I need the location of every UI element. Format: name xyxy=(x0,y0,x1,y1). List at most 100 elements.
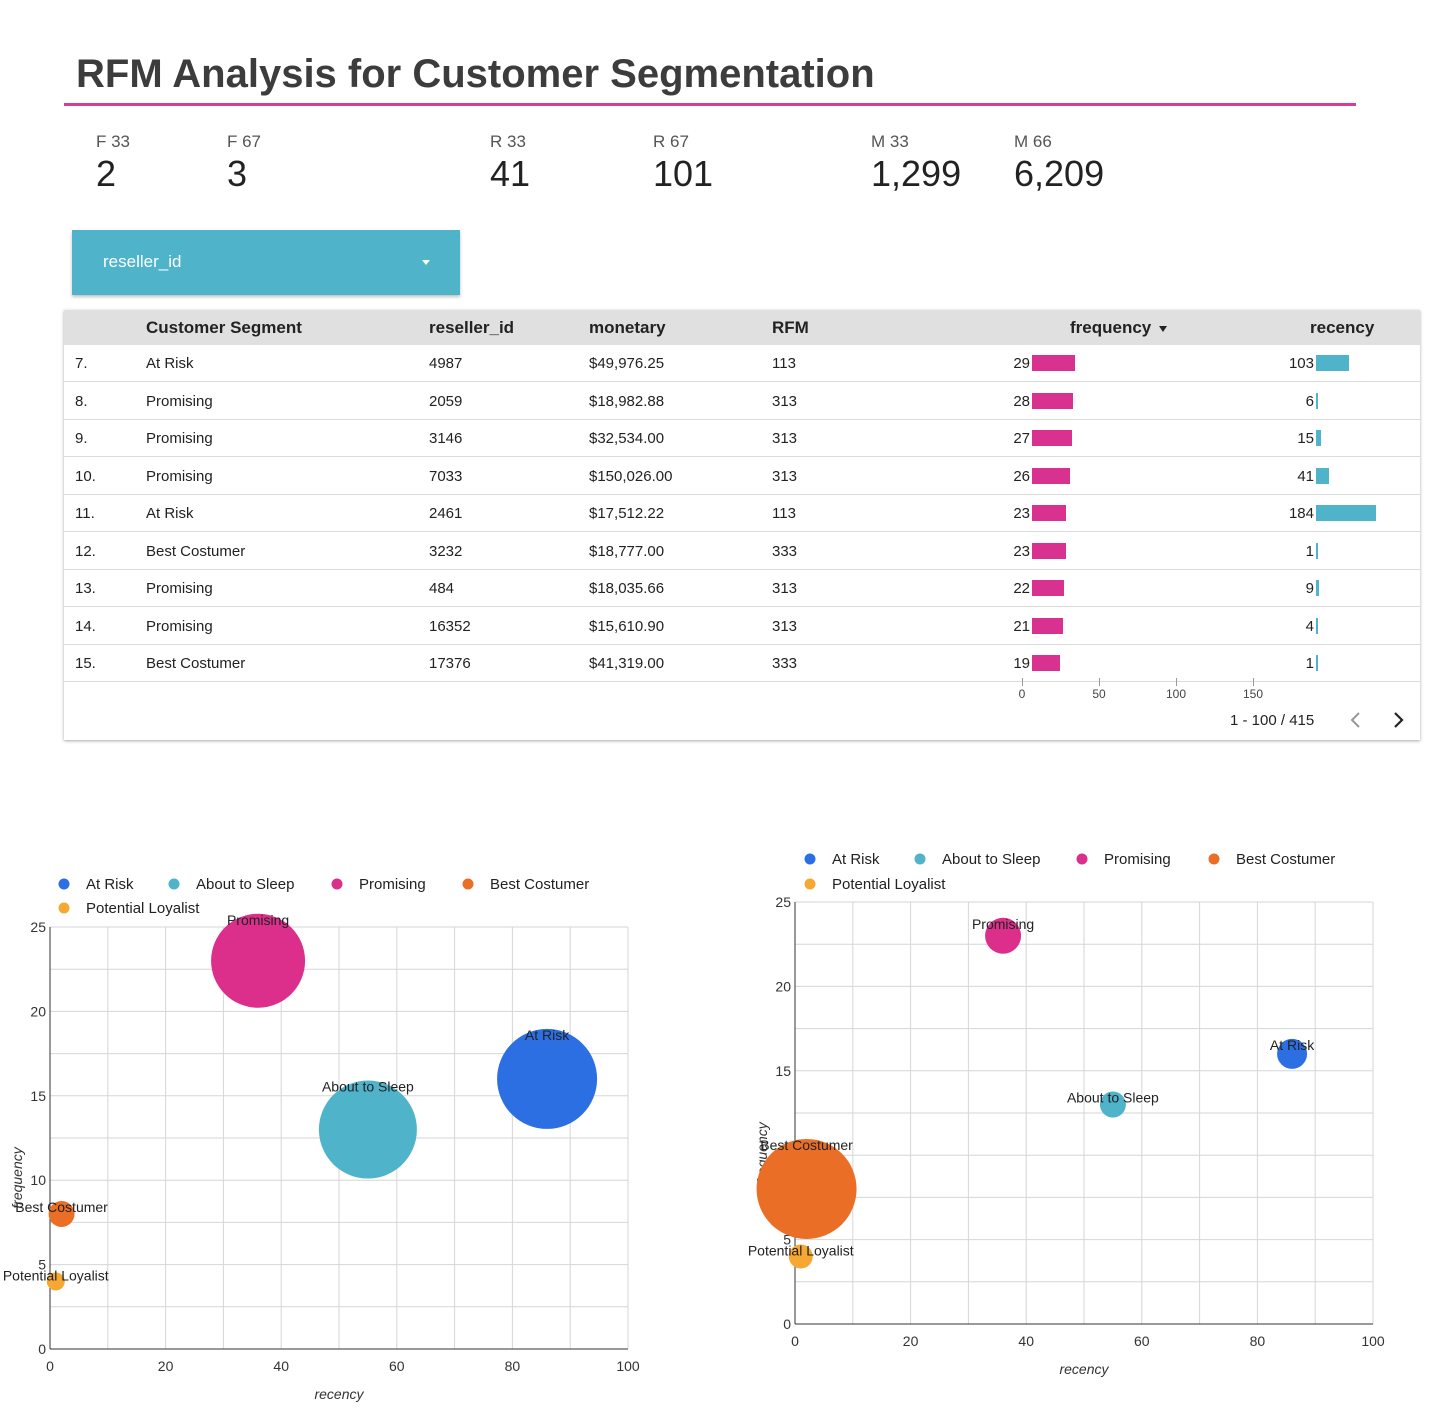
row-index: 10. xyxy=(75,467,96,485)
recency-bar xyxy=(1316,355,1350,371)
bubble-label: At Risk xyxy=(525,1027,570,1043)
legend-marker xyxy=(58,902,70,914)
cell-recency-value: 4 xyxy=(1305,617,1314,635)
table-row[interactable]: 13. Promising 484 $18,035.66 313 22 9 xyxy=(64,570,1420,607)
bubble-label: Best Costumer xyxy=(15,1199,108,1215)
cell-rfm: 113 xyxy=(772,355,796,372)
frequency-bar xyxy=(1032,580,1065,596)
table-row[interactable]: 15. Best Costumer 17376 $41,319.00 333 19 1 xyxy=(64,645,1420,682)
cell-frequency-value: 19 xyxy=(1013,655,1030,672)
cell-monetary: $32,534.00 xyxy=(589,430,665,447)
y-tick-label: 15 xyxy=(775,1063,791,1079)
x-tick-label: 40 xyxy=(1018,1333,1034,1349)
table-row[interactable]: 9. Promising 3146 $32,534.00 313 27 15 xyxy=(64,420,1420,457)
cell-rfm: 333 xyxy=(772,655,798,672)
column-header-rfm[interactable]: RFM xyxy=(772,318,809,337)
chevron-right-icon[interactable] xyxy=(1386,708,1410,732)
frequency-bar xyxy=(1032,617,1063,634)
cell-rfm: 313 xyxy=(772,467,798,485)
cell-rfm: 333 xyxy=(772,542,798,560)
frequency-bar xyxy=(1032,655,1060,671)
frequency-bar xyxy=(1032,355,1075,371)
cell-frequency-value: 28 xyxy=(1013,392,1030,410)
bubble-potential-loyalist xyxy=(788,1244,813,1269)
row-index: 9. xyxy=(75,430,88,447)
table-row[interactable]: 12. Best Costumer 3232 $18,777.00 333 23 1 xyxy=(64,533,1420,570)
x-tick-label: 100 xyxy=(1361,1333,1385,1349)
cell-monetary: $41,319.00 xyxy=(589,655,665,672)
y-tick-label: 20 xyxy=(30,1003,46,1019)
column-header-monetary[interactable]: monetary xyxy=(589,318,666,337)
bar-axis-tick xyxy=(1253,678,1254,686)
cell-recency-value: 1 xyxy=(1305,655,1314,672)
kpi-label: F 33 xyxy=(96,132,131,151)
kpi-label: M 33 xyxy=(871,132,909,151)
kpi-label: R 33 xyxy=(490,132,526,151)
kpi-label: F 67 xyxy=(227,132,262,151)
column-header-frequency[interactable]: frequency xyxy=(1070,318,1168,338)
reseller-id-filter-dropdown[interactable]: reseller_id xyxy=(72,230,460,295)
column-header-reseller-id[interactable]: reseller_id xyxy=(429,318,515,337)
recency-bar xyxy=(1316,467,1330,484)
kpi-value: 6,209 xyxy=(1014,153,1105,194)
cell-segment: Promising xyxy=(146,430,213,447)
x-tick-label: 0 xyxy=(791,1333,799,1349)
cell-reseller-id: 17376 xyxy=(429,655,471,672)
cell-rfm: 313 xyxy=(772,430,798,447)
y-tick-label: 5 xyxy=(783,1232,791,1248)
sort-desc-icon xyxy=(1159,325,1168,332)
table-row[interactable]: 11. At Risk 2461 $17,512.22 113 23 184 xyxy=(64,495,1420,532)
cell-frequency-value: 29 xyxy=(1013,355,1030,372)
cell-frequency-value: 22 xyxy=(1013,580,1030,597)
recency-bar xyxy=(1316,505,1376,521)
recency-bar xyxy=(1316,392,1318,409)
kpi-value: 101 xyxy=(653,153,714,194)
table-row[interactable]: 8. Promising 2059 $18,982.88 313 28 6 xyxy=(64,383,1420,420)
kpi-card-m66: M 66 6,209 xyxy=(1014,132,1104,194)
bubble-label: Promising xyxy=(972,916,1034,932)
cell-rfm: 113 xyxy=(772,505,796,522)
legend-item: Promising xyxy=(359,876,426,893)
legend-item: About to Sleep xyxy=(196,876,294,893)
cell-segment: Promising xyxy=(146,580,213,597)
kpi-value: 3 xyxy=(227,153,248,194)
filter-label: reseller_id xyxy=(103,252,182,271)
cell-reseller-id: 7033 xyxy=(429,467,463,485)
kpi-label: M 66 xyxy=(1014,132,1052,151)
bubble-label: Promising xyxy=(227,912,289,928)
bubble-chart-right: At Risk About to Sleep Promising Best Costu… xyxy=(740,840,1420,1400)
column-header-recency[interactable]: recency xyxy=(1310,318,1375,337)
legend-marker xyxy=(462,878,474,890)
kpi-value: 1,299 xyxy=(871,153,962,194)
table-row[interactable]: 10. Promising 7033 $150,026.00 313 26 41 xyxy=(64,458,1420,495)
frequency-bar xyxy=(1032,392,1074,409)
recency-bar xyxy=(1316,542,1318,559)
cell-rfm: 313 xyxy=(772,392,798,410)
kpi-card-f67: F 67 3 xyxy=(227,132,261,194)
cell-frequency-value: 27 xyxy=(1013,430,1030,447)
row-index: 13. xyxy=(75,580,96,597)
row-index: 14. xyxy=(75,617,96,635)
y-tick-label: 25 xyxy=(775,894,791,910)
bubble-chart-svg: At Risk About to Sleep Promising Best Costu… xyxy=(748,851,1385,1377)
legend-item: At Risk xyxy=(832,851,880,868)
legend-marker xyxy=(1076,853,1088,865)
cell-reseller-id: 3232 xyxy=(429,542,463,560)
chevron-left-icon[interactable] xyxy=(1344,708,1368,732)
table-row[interactable]: 7. At Risk 4987 $49,976.25 113 29 103 xyxy=(64,345,1420,382)
cell-frequency-value: 21 xyxy=(1013,617,1030,635)
page-title: RFM Analysis for Customer Segmentation xyxy=(76,52,875,96)
bubble-promising xyxy=(985,917,1022,954)
kpi-label: R 67 xyxy=(653,132,689,151)
x-tick-label: 20 xyxy=(903,1333,919,1349)
x-tick-label: 80 xyxy=(505,1358,521,1374)
x-tick-label: 20 xyxy=(158,1358,174,1374)
x-tick-label: 100 xyxy=(616,1358,640,1374)
table-row[interactable]: 14. Promising 16352 $15,610.90 313 21 4 xyxy=(64,608,1420,645)
row-index: 8. xyxy=(75,392,88,410)
cell-reseller-id: 3146 xyxy=(429,430,463,447)
bubble-at-risk xyxy=(497,1028,598,1129)
cell-reseller-id: 4987 xyxy=(429,355,463,372)
column-header-segment[interactable]: Customer Segment xyxy=(146,318,302,337)
cell-recency-value: 41 xyxy=(1297,467,1314,485)
